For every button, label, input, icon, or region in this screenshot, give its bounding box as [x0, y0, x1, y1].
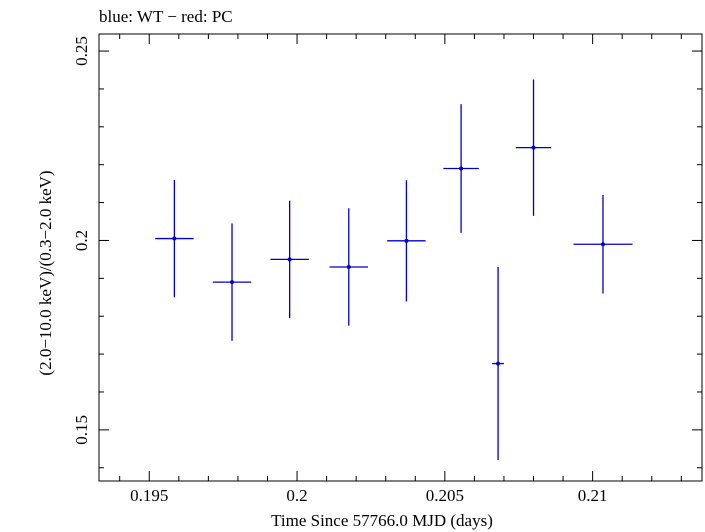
- data-point: [404, 238, 409, 243]
- data-point: [230, 280, 235, 285]
- chart-title: blue: WT − red: PC: [99, 7, 233, 26]
- y-axis-label: (2.0−10.0 keV)/(0.3−2.0 keV): [36, 170, 55, 375]
- data-point: [172, 236, 177, 241]
- data-point: [496, 361, 501, 366]
- x-tick-label: 0.21: [578, 486, 608, 505]
- x-tick-label: 0.205: [426, 486, 464, 505]
- x-axis-label: Time Since 57766.0 MJD (days): [271, 511, 493, 530]
- x-tick-label: 0.195: [130, 486, 168, 505]
- series-layer: [155, 79, 633, 461]
- data-point: [531, 145, 536, 150]
- y-tick-label: 0.15: [72, 415, 91, 445]
- data-point: [459, 166, 464, 171]
- data-point: [346, 264, 351, 269]
- x-tick-label: 0.2: [286, 486, 307, 505]
- y-axis-ticks: 0.15 0.2 0.25: [72, 36, 702, 469]
- plot-frame: [98, 33, 703, 482]
- y-tick-label: 0.25: [72, 36, 91, 66]
- data-point: [600, 242, 605, 247]
- y-tick-label: 0.2: [72, 230, 91, 251]
- data-point: [287, 257, 292, 262]
- x-axis-ticks: 0.195 0.2 0.205 0.21: [119, 34, 682, 505]
